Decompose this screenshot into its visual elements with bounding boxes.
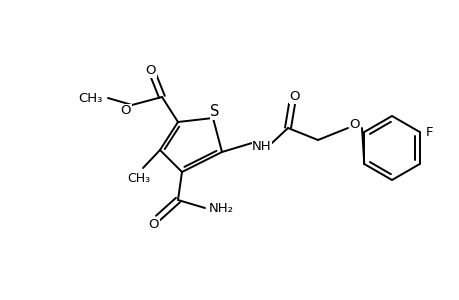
Text: NH₂: NH₂ [208, 202, 233, 214]
Text: O: O [148, 218, 159, 232]
Text: F: F [425, 125, 432, 139]
Text: O: O [349, 118, 359, 131]
Text: NH: NH [252, 140, 271, 154]
Text: O: O [289, 91, 300, 103]
Text: O: O [120, 104, 131, 118]
Text: O: O [146, 64, 156, 77]
Text: CH₃: CH₃ [78, 92, 103, 104]
Text: CH₃: CH₃ [127, 172, 150, 185]
Text: S: S [210, 104, 219, 119]
